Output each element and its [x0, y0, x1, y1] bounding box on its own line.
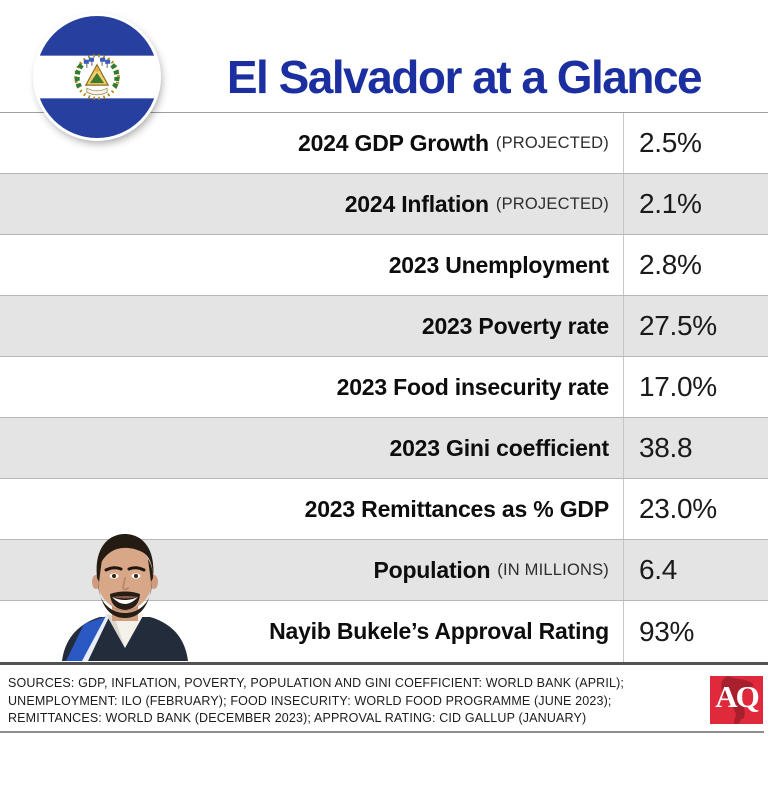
portrait-graphic [62, 534, 188, 661]
aq-logo-text: AQ [715, 679, 760, 714]
table-row: 2024 Inflation (PROJECTED) 2.1% [0, 174, 768, 235]
table-row: 2024 GDP Growth (PROJECTED) 2.5% [0, 113, 768, 174]
table-row: 2023 Poverty rate 27.5% [0, 296, 768, 357]
row-label: 2024 GDP Growth [298, 129, 489, 156]
row-value: 17.0% [623, 357, 768, 417]
sources-line: REMITTANCES: WORLD BANK (DECEMBER 2023);… [8, 711, 587, 726]
row-label: 2023 Gini coefficient [389, 434, 610, 461]
row-value: 93% [623, 601, 768, 662]
row-value: 2.5% [623, 113, 768, 173]
sources-line: SOURCES: GDP, INFLATION, POVERTY, POPULA… [8, 676, 625, 690]
row-value: 6.4 [623, 540, 768, 600]
row-label-note: (PROJECTED) [495, 133, 609, 152]
footer-divider-line [0, 731, 764, 733]
americas-map-icon [721, 676, 754, 724]
row-value: 2.1% [623, 174, 768, 234]
row-label: 2023 Food insecurity rate [336, 373, 610, 400]
row-label: 2023 Remittances as % GDP [304, 495, 610, 522]
table-row: 2023 Unemployment 2.8% [0, 235, 768, 296]
row-label-cell: Nayib Bukele’s Approval Rating [0, 601, 623, 662]
row-label: 2024 Inflation [344, 190, 489, 217]
table-row: 2023 Food insecurity rate 17.0% [0, 357, 768, 418]
aq-americas-quarterly-logo: AQ [710, 676, 763, 724]
coat-of-arms [74, 54, 120, 100]
row-label: 2023 Unemployment [388, 251, 609, 278]
row-label-cell: 2023 Poverty rate [0, 296, 623, 356]
row-label: 2023 Poverty rate [421, 312, 609, 339]
row-value: 38.8 [623, 418, 768, 478]
sources-text: SOURCES: GDP, INFLATION, POVERTY, POPULA… [8, 675, 698, 728]
row-label: Population [373, 556, 491, 583]
row-value: 23.0% [623, 479, 768, 539]
row-value: 2.8% [623, 235, 768, 295]
row-label-cell: 2023 Gini coefficient [0, 418, 623, 478]
row-label-cell: 2024 GDP Growth (PROJECTED) [0, 113, 623, 173]
row-label-cell: 2023 Unemployment [0, 235, 623, 295]
row-label: Nayib Bukele’s Approval Rating [269, 618, 609, 644]
row-label-cell: 2024 Inflation (PROJECTED) [0, 174, 623, 234]
row-label-cell: 2023 Remittances as % GDP [0, 479, 623, 539]
row-label-note: (IN MILLIONS) [497, 560, 609, 579]
row-label-cell: Population (IN MILLIONS) [0, 540, 623, 600]
sources-line: UNEMPLOYMENT: ILO (FEBRUARY); FOOD INSEC… [8, 693, 612, 708]
row-value: 27.5% [623, 296, 768, 356]
el-salvador-flag-icon [36, 16, 158, 138]
flag-graphic [36, 16, 158, 138]
nayib-bukele-photo [56, 526, 194, 661]
table-row: 2023 Remittances as % GDP 23.0% [0, 479, 768, 540]
row-label-note: (PROJECTED) [495, 194, 609, 213]
row-label-cell: 2023 Food insecurity rate [0, 357, 623, 417]
page-title: El Salvador at a Glance [226, 51, 703, 103]
table-row: 2023 Gini coefficient 38.8 [0, 418, 768, 479]
